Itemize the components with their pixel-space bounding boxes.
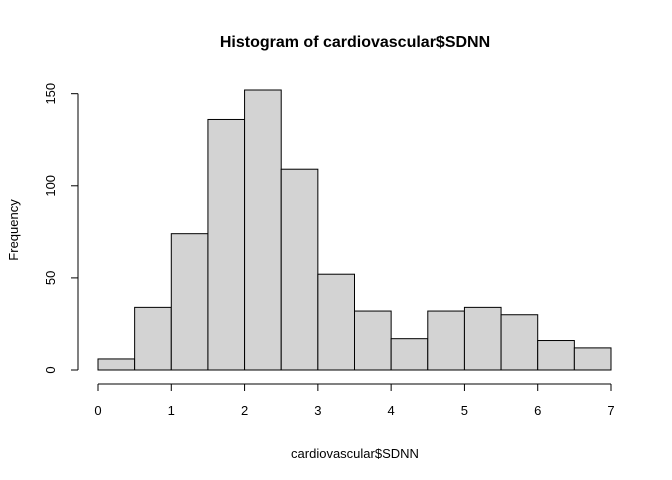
y-axis: 0 50 100 150 <box>43 83 79 374</box>
y-tick-label: 50 <box>43 271 58 285</box>
x-axis-label: cardiovascular$SDNN <box>291 446 419 461</box>
histogram-bar-13 <box>573 347 612 371</box>
histogram-bar-7 <box>354 310 392 371</box>
x-tick-label: 4 <box>388 403 395 418</box>
histogram-bar-9 <box>427 310 465 371</box>
histogram-bar-11 <box>500 314 539 371</box>
x-tick-label: 1 <box>168 403 175 418</box>
chart-title: Histogram of cardiovascular$SDNN <box>220 34 490 51</box>
histogram-bar-5 <box>280 168 319 371</box>
histogram-bar-6 <box>317 273 355 371</box>
y-tick-label: 0 <box>43 366 58 373</box>
x-axis: 0 1 2 3 4 5 6 7 <box>94 383 615 418</box>
histogram-bar-4 <box>244 89 282 371</box>
histogram-bar-12 <box>537 340 575 371</box>
histogram-bar-1 <box>134 306 172 371</box>
x-tick-label: 6 <box>534 403 541 418</box>
y-axis-label: Frequency <box>6 199 21 261</box>
y-tick-label: 150 <box>43 83 58 105</box>
histogram-bar-10 <box>463 306 502 371</box>
x-tick-label: 0 <box>94 403 101 418</box>
x-tick-label: 5 <box>461 403 468 418</box>
x-tick-label: 7 <box>607 403 614 418</box>
histogram-bar-0 <box>97 358 136 371</box>
x-tick-label: 2 <box>241 403 248 418</box>
histogram-bar-8 <box>390 338 429 371</box>
histogram-bar-2 <box>170 233 209 371</box>
histogram-bar-3 <box>207 118 246 371</box>
bars-group <box>97 89 612 371</box>
y-tick-label: 100 <box>43 175 58 197</box>
x-tick-label: 3 <box>314 403 321 418</box>
